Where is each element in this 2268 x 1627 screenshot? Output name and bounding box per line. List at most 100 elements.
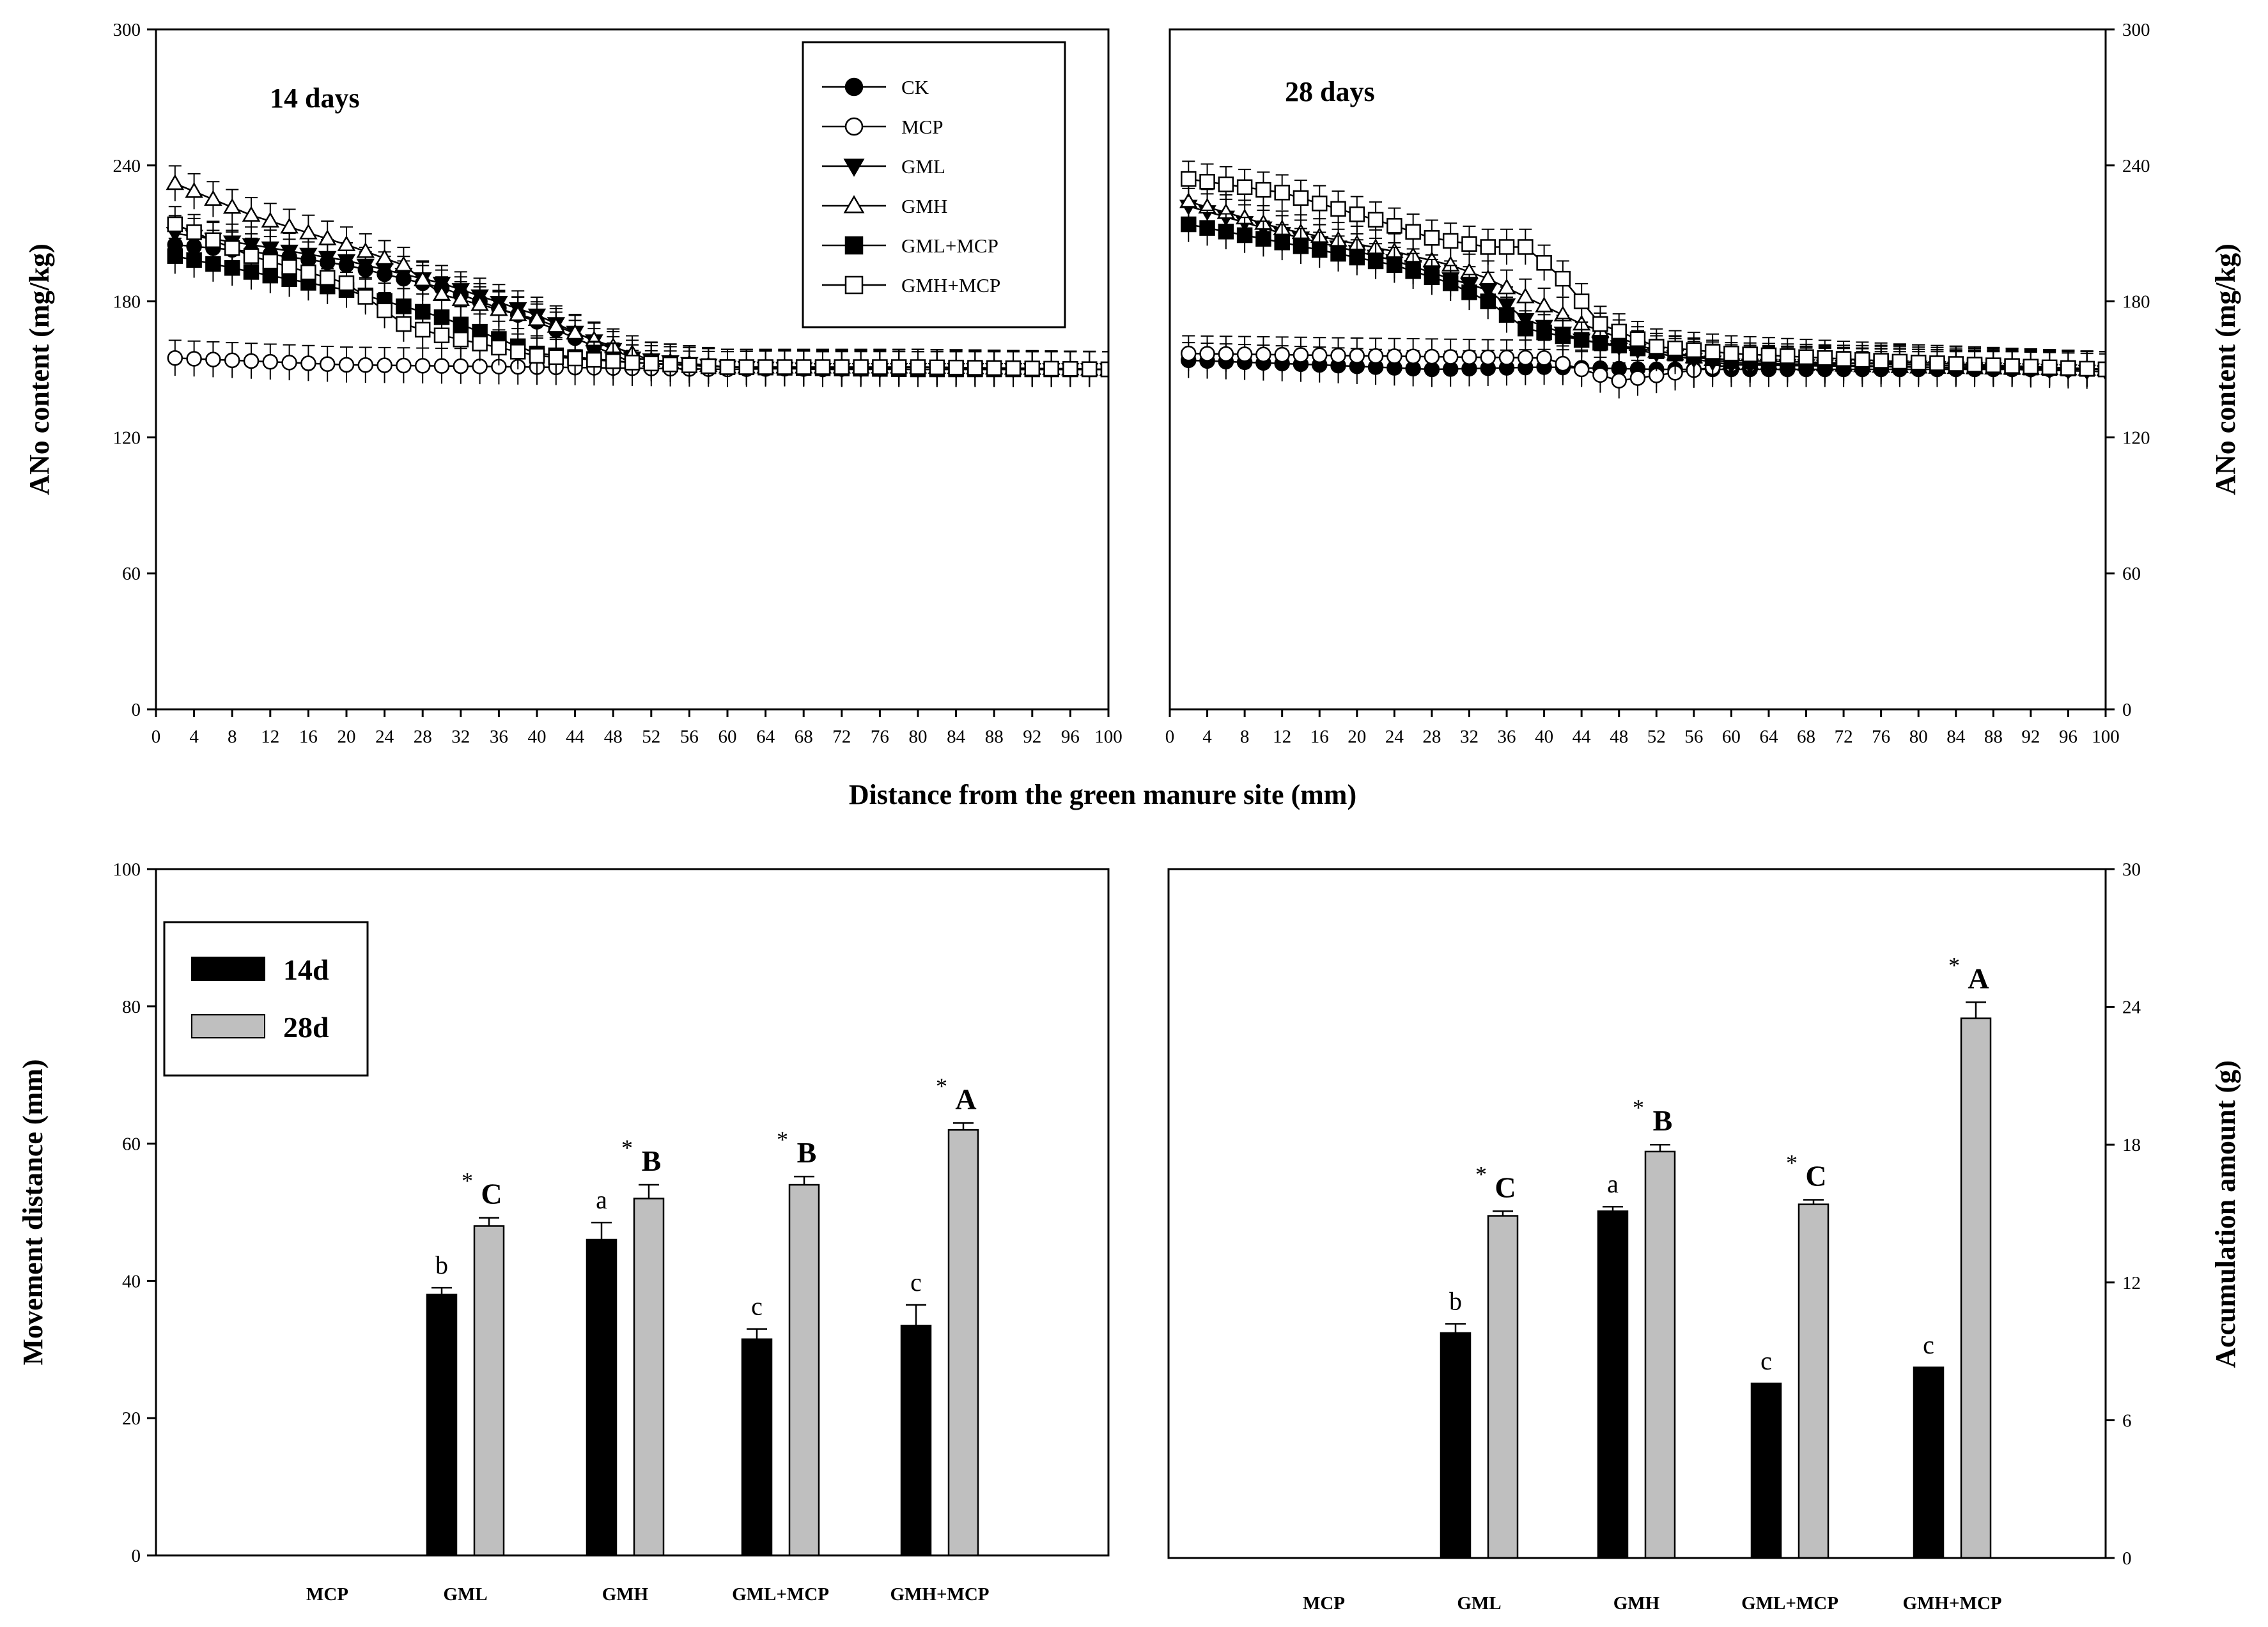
data-point bbox=[1498, 307, 1515, 323]
data-point bbox=[1779, 348, 1796, 364]
data-point bbox=[470, 295, 489, 311]
significance-star: * bbox=[1475, 1161, 1487, 1187]
data-point bbox=[929, 359, 945, 376]
data-point bbox=[1667, 340, 1683, 357]
data-point bbox=[1199, 174, 1215, 190]
data-point bbox=[529, 348, 545, 364]
data-point bbox=[338, 357, 355, 373]
y-tick-label: 0 bbox=[132, 1546, 141, 1566]
x-tick-label: 32 bbox=[1460, 727, 1479, 747]
data-point bbox=[1293, 347, 1309, 363]
x-tick-label: 92 bbox=[1023, 727, 1041, 747]
data-point bbox=[396, 357, 412, 374]
data-point bbox=[1330, 245, 1346, 262]
x-tick-label: 88 bbox=[985, 727, 1004, 747]
data-point bbox=[1081, 361, 1098, 377]
data-point bbox=[1798, 349, 1814, 366]
data-point bbox=[1199, 220, 1215, 236]
data-point bbox=[738, 359, 755, 375]
x-tick-label: 4 bbox=[189, 727, 199, 747]
data-point bbox=[872, 359, 888, 375]
x-tick-label: 52 bbox=[1647, 727, 1666, 747]
data-point bbox=[547, 317, 566, 333]
data-point bbox=[453, 358, 469, 374]
plot-frame bbox=[1167, 868, 2107, 1559]
data-point bbox=[167, 216, 183, 233]
data-point bbox=[205, 232, 221, 249]
x-tick-label: 48 bbox=[1610, 727, 1628, 747]
data-point bbox=[299, 223, 318, 240]
x-tick-label: 12 bbox=[1273, 727, 1291, 747]
significance-letter: b bbox=[1449, 1286, 1462, 1315]
x-tick-label: 68 bbox=[1797, 727, 1815, 747]
y-tick-label: 80 bbox=[122, 997, 141, 1017]
data-point bbox=[1062, 361, 1078, 377]
x-tick-label: 40 bbox=[528, 727, 547, 747]
legend-item-GML: GML bbox=[822, 155, 945, 178]
data-point bbox=[1386, 218, 1402, 234]
x-tick-label: 96 bbox=[1061, 727, 1080, 747]
bar-28d-GMH+MCP bbox=[947, 1129, 979, 1557]
data-point bbox=[777, 359, 793, 375]
y-tick-label: 240 bbox=[2122, 156, 2150, 176]
data-point bbox=[205, 351, 221, 367]
data-point bbox=[1405, 224, 1421, 240]
data-point bbox=[1367, 348, 1384, 364]
significance-star: * bbox=[936, 1073, 947, 1099]
y-tick-label: 100 bbox=[113, 860, 141, 880]
data-point bbox=[967, 360, 983, 376]
data-point bbox=[1611, 373, 1627, 389]
data-point bbox=[1311, 242, 1328, 258]
legend-item-GMH+MCP: GMH+MCP bbox=[822, 274, 1000, 297]
data-point bbox=[224, 240, 240, 256]
data-point bbox=[890, 359, 907, 375]
data-point bbox=[261, 212, 280, 228]
y-tick-label: 6 bbox=[2122, 1410, 2132, 1431]
data-point bbox=[986, 360, 1002, 376]
data-point bbox=[490, 300, 508, 316]
legend-marker bbox=[844, 275, 864, 295]
data-point bbox=[1293, 190, 1309, 206]
x-tick-label: 48 bbox=[604, 727, 623, 747]
data-point bbox=[1218, 224, 1234, 240]
bar-28d-GML+MCP bbox=[1798, 1203, 1829, 1559]
data-point bbox=[567, 350, 583, 367]
data-point bbox=[338, 275, 355, 291]
data-point bbox=[586, 351, 602, 368]
significance-star: * bbox=[621, 1135, 633, 1160]
data-point bbox=[1929, 355, 1945, 371]
data-point bbox=[433, 327, 450, 344]
data-point bbox=[508, 305, 527, 321]
x-tick-label: 12 bbox=[261, 727, 279, 747]
data-point bbox=[700, 358, 717, 374]
significance-letter: B bbox=[642, 1145, 662, 1177]
data-point bbox=[1555, 270, 1571, 287]
data-point bbox=[1835, 351, 1852, 367]
y-axis-title: Accumulation amount (g) bbox=[2210, 1060, 2241, 1368]
y-tick-label: 60 bbox=[122, 564, 141, 584]
x-tick-label: 60 bbox=[1722, 727, 1741, 747]
x-tick-label: 36 bbox=[490, 727, 508, 747]
data-point bbox=[433, 358, 450, 374]
data-point bbox=[186, 351, 202, 367]
data-point bbox=[318, 229, 337, 245]
data-point bbox=[1910, 355, 1927, 371]
x-tick-label: 52 bbox=[642, 727, 660, 747]
x-tick-label: 96 bbox=[2059, 727, 2078, 747]
data-point bbox=[1424, 230, 1440, 246]
data-point bbox=[319, 270, 336, 286]
significance-letter: C bbox=[1805, 1159, 1826, 1192]
significance-letter: B bbox=[1653, 1104, 1673, 1137]
data-point bbox=[1461, 236, 1477, 252]
legend-label: GML+MCP bbox=[901, 235, 998, 257]
significance-letter: A bbox=[955, 1083, 976, 1115]
data-point bbox=[337, 235, 356, 251]
significance-star: * bbox=[1786, 1150, 1798, 1175]
panel-bottom-left: b a c c C * B * B * A * 0 20 40 60 80 100 MCP GML GMH GML+MC… bbox=[17, 860, 1110, 1605]
data-point bbox=[1367, 212, 1384, 228]
data-point bbox=[795, 359, 812, 375]
data-point bbox=[1255, 181, 1271, 198]
data-point bbox=[1100, 361, 1108, 378]
data-point bbox=[1480, 293, 1496, 309]
data-point bbox=[262, 353, 279, 370]
